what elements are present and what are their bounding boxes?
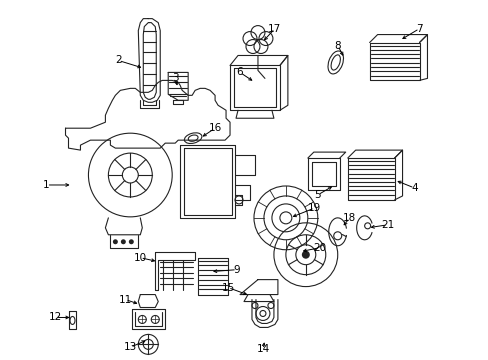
Text: 8: 8: [334, 41, 340, 50]
Text: 18: 18: [343, 213, 356, 223]
Text: 2: 2: [115, 55, 122, 66]
Text: 17: 17: [268, 24, 281, 33]
Text: 7: 7: [415, 24, 422, 33]
Text: 16: 16: [208, 123, 221, 133]
Circle shape: [113, 239, 118, 244]
Text: 12: 12: [49, 312, 62, 323]
Text: 4: 4: [410, 183, 417, 193]
Text: 11: 11: [119, 294, 132, 305]
Circle shape: [128, 239, 134, 244]
Text: 20: 20: [313, 243, 325, 253]
Text: 13: 13: [123, 342, 137, 352]
Text: 10: 10: [133, 253, 146, 263]
Circle shape: [121, 239, 125, 244]
Text: 19: 19: [307, 203, 321, 213]
Text: 1: 1: [43, 180, 50, 190]
Text: 14: 14: [256, 345, 269, 354]
Text: 21: 21: [380, 220, 393, 230]
Text: 6: 6: [236, 67, 243, 77]
Circle shape: [301, 251, 309, 259]
Text: 5: 5: [314, 190, 321, 200]
Text: 3: 3: [172, 73, 178, 84]
Text: 9: 9: [233, 265, 240, 275]
Text: 15: 15: [221, 283, 234, 293]
